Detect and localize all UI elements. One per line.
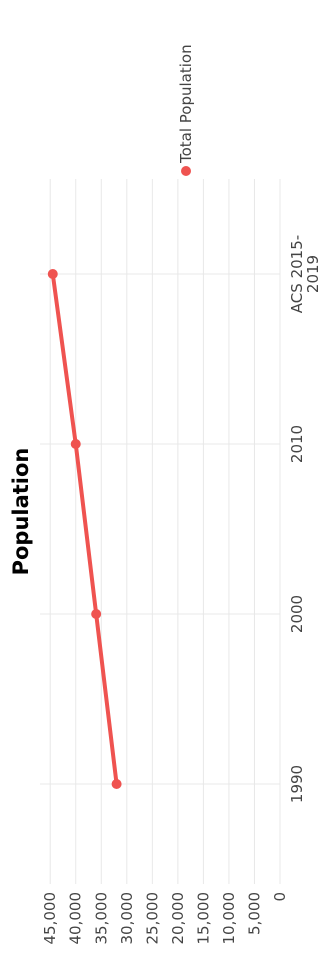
legend-marker-total-population: [181, 166, 191, 176]
legend[interactable]: Total Population: [177, 44, 195, 176]
data-point[interactable]: [91, 609, 102, 619]
data-point[interactable]: [70, 439, 81, 449]
x-tick-label: ACS 2015-: [288, 235, 306, 313]
y-tick-label: 35,000: [92, 892, 110, 945]
y-tick-label: 25,000: [143, 892, 161, 945]
x-axis-ticks: 1990 2000 2010 ACS 2015-2019: [288, 235, 322, 803]
series-line-total-population: [50, 273, 119, 785]
data-point[interactable]: [47, 269, 58, 279]
data-point[interactable]: [111, 779, 122, 789]
x-tick-label: 1990: [288, 765, 306, 803]
y-tick-label: 45,000: [41, 892, 59, 945]
y-tick-label: 15,000: [194, 892, 212, 945]
x-tick-label: 2010: [288, 425, 306, 463]
x-tick-label: 2000: [288, 595, 306, 633]
y-tick-label: 40,000: [67, 892, 85, 945]
legend-label-total-population: Total Population: [177, 44, 195, 164]
grid-layer: [40, 179, 281, 884]
y-tick-label: 10,000: [220, 892, 238, 945]
chart-title: Population: [9, 448, 33, 576]
y-tick-label: 30,000: [118, 892, 136, 945]
y-tick-label: 5,000: [245, 892, 263, 935]
y-tick-label: 20,000: [169, 892, 187, 945]
y-tick-label: 0: [271, 892, 289, 902]
x-tick-label: 2019: [304, 255, 322, 293]
series-layer: [47, 269, 122, 789]
y-axis-ticks: 0 5,000 10,000 15,000 20,000 25,000 30,000 35,0…: [41, 892, 289, 945]
